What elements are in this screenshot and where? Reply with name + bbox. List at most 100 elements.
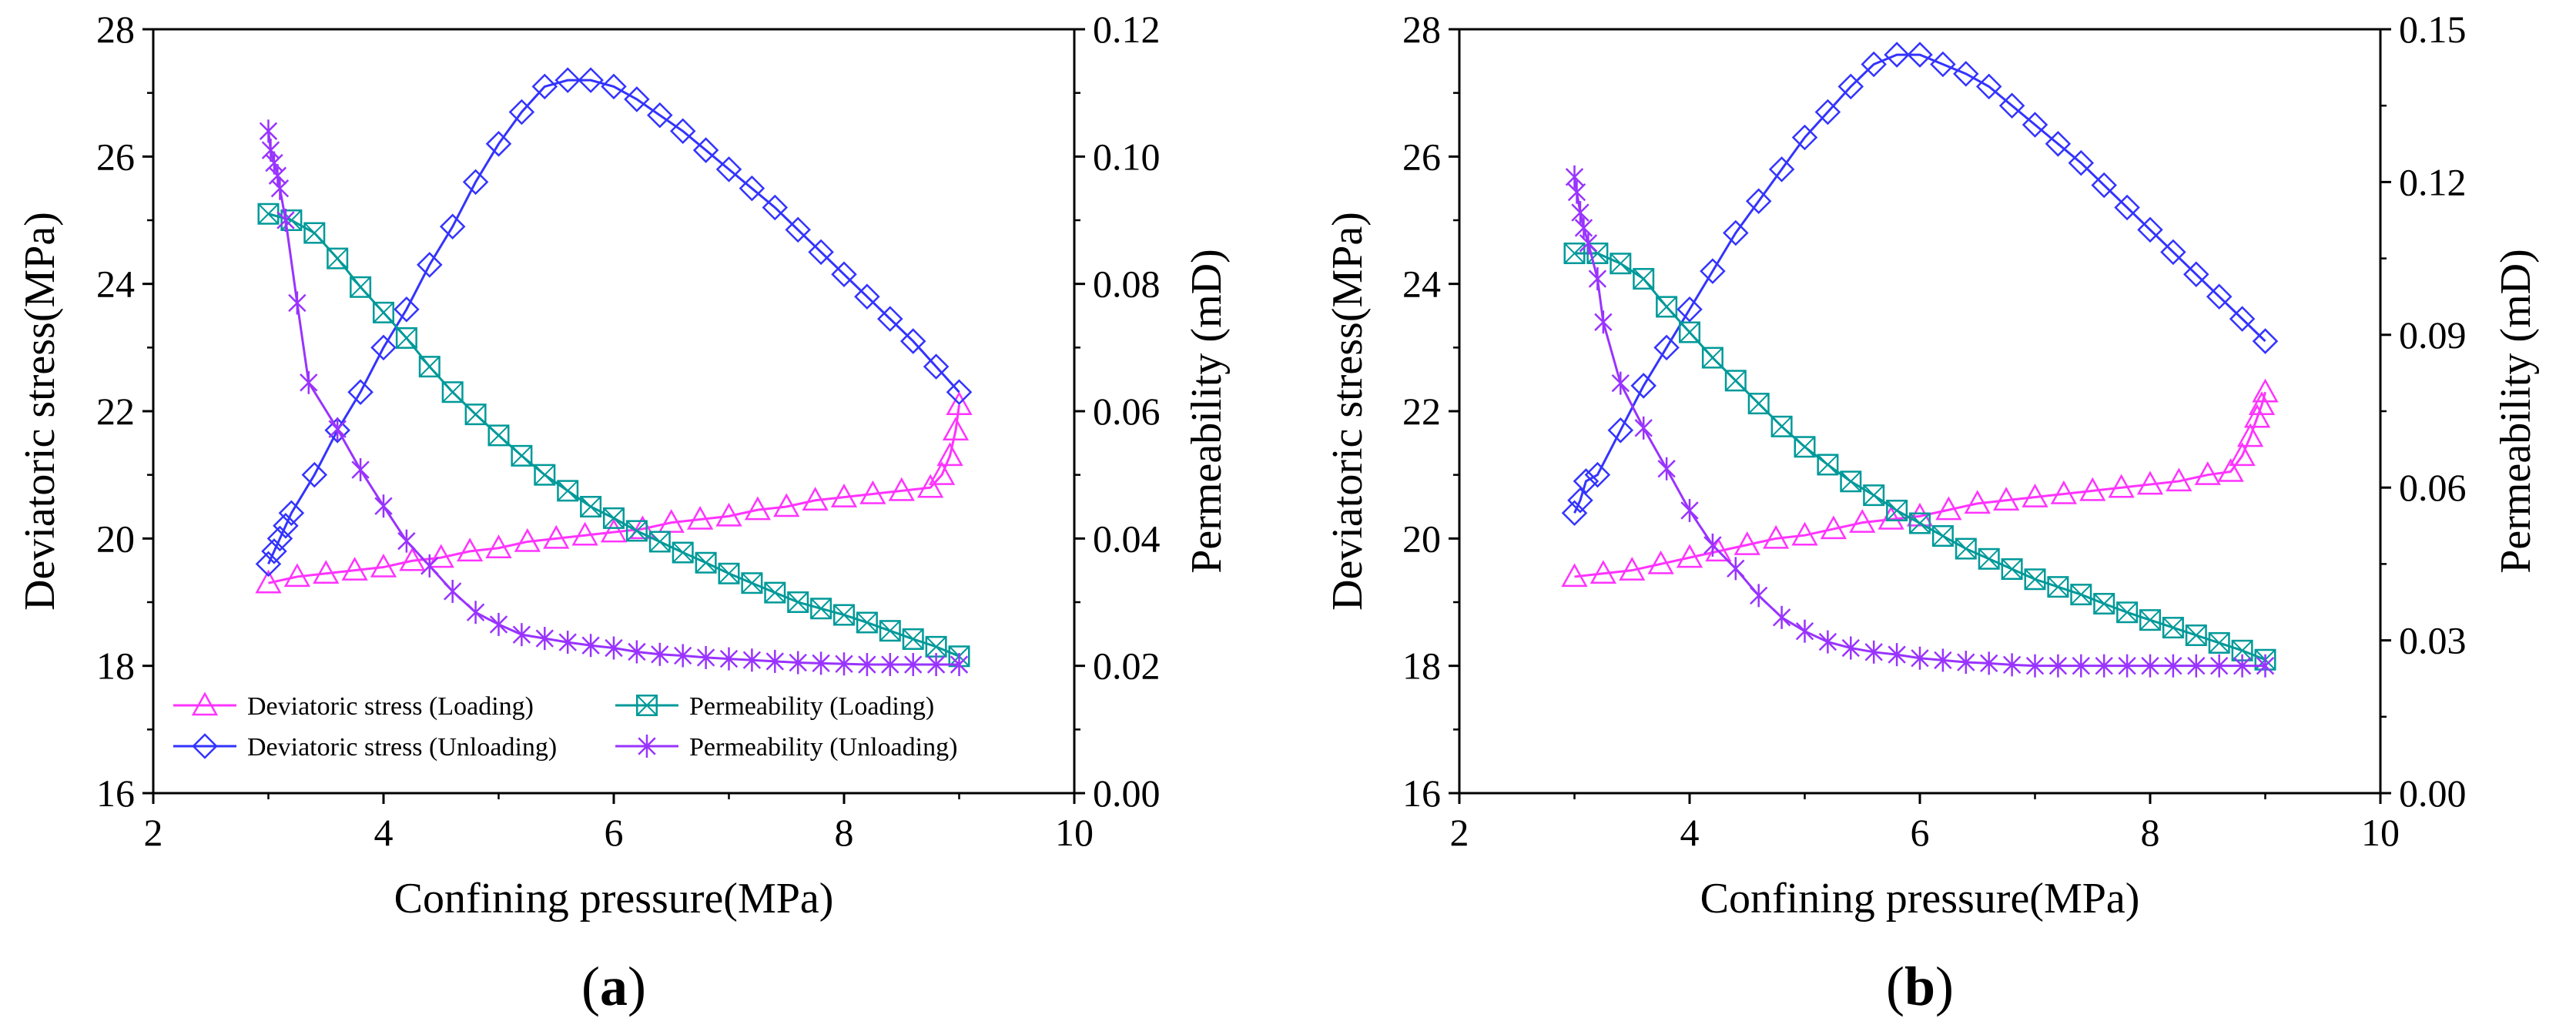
data-point (1701, 347, 1723, 369)
data-point (2206, 283, 2233, 310)
data-point (1679, 321, 1700, 343)
data-point (2024, 568, 2046, 591)
data-point (1607, 417, 1634, 444)
data-point (1863, 484, 1885, 507)
data-point (1750, 584, 1768, 608)
data-point (1930, 51, 1956, 78)
data-point (899, 328, 926, 354)
legend-item: Permeability (Loading) (615, 692, 934, 721)
data-point (1611, 371, 1630, 395)
data-point (2185, 624, 2207, 646)
data-point (802, 487, 829, 511)
data-point (1565, 165, 1584, 189)
data-point (395, 326, 417, 349)
data-point (926, 653, 946, 677)
data-point (2229, 306, 2256, 332)
data-point (2050, 480, 2077, 504)
x-tick-label: 4 (1680, 811, 1700, 854)
legend-marker (636, 695, 658, 716)
data-point (1906, 502, 1934, 527)
y-tick-label: 28 (96, 8, 135, 51)
data-point (936, 442, 963, 467)
data-point (1703, 533, 1722, 557)
data-point (485, 131, 512, 157)
data-point (1795, 619, 1814, 643)
legend-marker (191, 691, 219, 716)
y2-tick-label: 0.04 (1093, 517, 1161, 560)
data-point (1794, 436, 1816, 458)
data-point (1630, 373, 1656, 399)
data-point (658, 509, 685, 533)
data-point (324, 417, 350, 444)
data-point (466, 601, 485, 625)
data-point (946, 379, 973, 405)
data-point (1724, 370, 1747, 392)
data-point (1567, 487, 1593, 514)
data-point (2160, 239, 2186, 266)
legend: Deviatoric stress (Loading) Deviatoric st… (173, 691, 957, 762)
y2-tick-label: 0.10 (1093, 135, 1161, 178)
data-point (283, 563, 310, 588)
data-point (1657, 457, 1676, 481)
data-point (341, 557, 368, 581)
data-point (373, 301, 394, 323)
y2-axis-title: Permeability (mD) (1183, 249, 1231, 573)
data-point (439, 213, 466, 240)
data-point (1700, 258, 1726, 284)
y-tick-label: 22 (96, 390, 135, 433)
data-point (858, 653, 876, 677)
series-line (268, 213, 960, 658)
data-point (628, 640, 646, 664)
data-point (2093, 592, 2115, 614)
data-point (2095, 654, 2113, 678)
data-point (485, 534, 512, 558)
data-point (1864, 640, 1883, 664)
data-point (257, 203, 280, 225)
data-point (692, 137, 719, 163)
data-point (2236, 423, 2264, 447)
data-point (1656, 296, 1678, 318)
data-point (420, 554, 439, 578)
data-point (1935, 496, 1962, 521)
data-point (255, 569, 282, 594)
series-line (1574, 391, 2266, 578)
data-point (351, 458, 370, 482)
data-point (603, 507, 625, 529)
data-point (1745, 188, 1772, 214)
data-point (923, 353, 950, 380)
y2-tick-label: 0.09 (2399, 313, 2467, 357)
data-point (2233, 654, 2252, 678)
data-point (578, 67, 604, 93)
x-tick-label: 6 (1911, 811, 1930, 854)
data-point (2217, 457, 2244, 482)
data-point (1584, 461, 1611, 488)
panel-label-letter: b (1904, 956, 1935, 1017)
data-point (554, 67, 581, 93)
axis-ticks: 2 4 6 8 10161820222426280.000.020.040.060.08… (96, 8, 1161, 854)
data-point (2047, 576, 2069, 598)
series-permeability-loading (1563, 242, 2276, 671)
data-point (1975, 73, 2002, 100)
data-point (2210, 654, 2229, 678)
data-point (557, 480, 579, 502)
data-point (2068, 149, 2095, 176)
data-point (543, 524, 570, 549)
data-point (1734, 531, 1760, 555)
y-tick-label: 24 (96, 263, 135, 306)
y2-tick-label: 0.08 (1093, 263, 1161, 306)
data-point (605, 636, 623, 660)
data-point (1619, 557, 1646, 581)
legend-item: Deviatoric stress (Loading) (173, 691, 534, 721)
data-point (624, 86, 650, 112)
data-point (2256, 654, 2275, 678)
data-point (830, 484, 858, 507)
y2-tick-label: 0.12 (2399, 160, 2467, 203)
series-permeability-loading (257, 203, 970, 668)
series-line (267, 79, 960, 565)
series-deviatoric-stress-loading (255, 391, 973, 594)
data-point (715, 502, 742, 527)
data-point (1647, 550, 1674, 574)
data-point (2141, 654, 2159, 678)
legend-label: Permeability (Loading) (689, 692, 934, 721)
data-point (1653, 334, 1680, 361)
